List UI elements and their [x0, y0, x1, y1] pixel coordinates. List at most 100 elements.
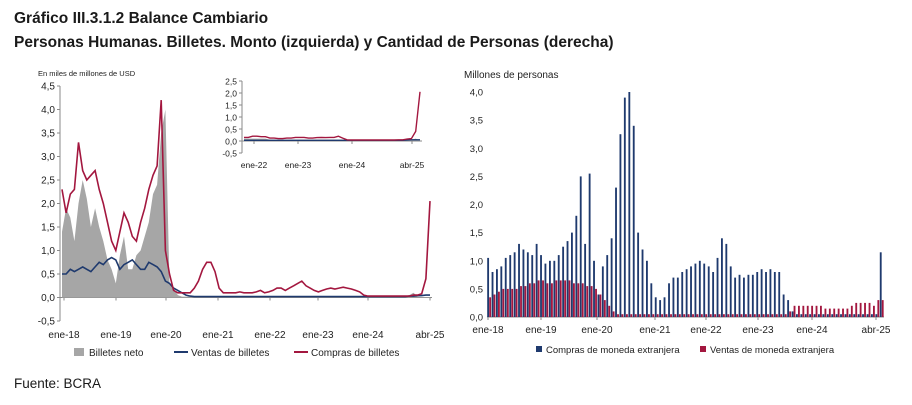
left-x-tick-label: ene-21	[202, 330, 234, 341]
right-y-tick-label: 3,0	[470, 144, 483, 155]
bar-compras	[809, 314, 812, 317]
left-x-tick-label: ene-20	[150, 330, 182, 341]
left-y-tick-label: 3,0	[41, 152, 55, 163]
bar-ventas	[740, 314, 743, 317]
bar-compras	[566, 241, 569, 317]
bar-compras	[721, 238, 723, 318]
bar-ventas	[608, 305, 611, 318]
bar-compras	[729, 266, 732, 317]
chart-title: Gráfico III.3.1.2 Balance Cambiario	[14, 10, 269, 27]
bar-ventas	[683, 314, 686, 317]
legend-label: Compras de billetes	[311, 348, 399, 359]
right-x-tick-label: ene-24	[796, 325, 828, 336]
left-series-line	[61, 100, 431, 297]
legend-label: Ventas de moneda extranjera	[710, 345, 835, 356]
bar-ventas	[859, 302, 862, 317]
bar-compras	[637, 232, 640, 317]
bar-ventas	[581, 283, 584, 318]
right-y-axis-title: Millones de personas	[464, 70, 559, 81]
left-y-tick-label: 0,0	[41, 293, 55, 304]
bar-ventas	[612, 311, 615, 317]
bar-ventas	[798, 305, 800, 318]
legend-label: Ventas de billetes	[191, 348, 269, 359]
left-y-tick-label: 2,5	[41, 176, 55, 187]
legend-label: Billetes neto	[89, 348, 144, 359]
bar-compras	[535, 243, 538, 317]
bar-compras	[628, 92, 631, 317]
bar-compras	[654, 297, 657, 317]
bar-compras	[871, 314, 873, 317]
bar-compras	[623, 97, 626, 317]
bar-ventas	[520, 286, 522, 317]
inset-y-tick-label: 2,5	[225, 77, 237, 87]
right-y-tick-label: 0,5	[470, 284, 483, 295]
bar-compras	[601, 266, 604, 317]
bar-compras	[500, 266, 503, 317]
inset-y-tick-label: -0,5	[222, 149, 237, 159]
bar-ventas	[542, 280, 544, 317]
bar-ventas	[877, 300, 880, 317]
bar-compras	[615, 187, 617, 317]
bar-ventas	[524, 286, 527, 317]
left-x-tick-label: ene-19	[100, 330, 132, 341]
left-y-axis-title: En miles de millones de USD	[38, 69, 136, 78]
bar-compras	[549, 260, 551, 318]
bar-ventas	[784, 314, 787, 317]
bar-ventas	[674, 314, 677, 317]
bar-compras	[866, 314, 869, 317]
bar-ventas	[837, 308, 840, 317]
chart-subtitle: Personas Humanas. Billetes. Monto (izqui…	[14, 34, 614, 51]
bar-compras	[862, 314, 864, 317]
bar-compras	[544, 263, 547, 317]
bar-ventas	[634, 314, 637, 317]
left-y-tick-label: 4,5	[41, 82, 55, 93]
bar-compras	[694, 263, 697, 317]
bar-compras	[716, 257, 719, 317]
bar-ventas	[515, 288, 518, 317]
bar-compras	[804, 314, 807, 317]
right-x-tick-label: ene-23	[742, 325, 774, 336]
bar-ventas	[603, 300, 606, 317]
bar-compras	[831, 314, 834, 317]
bar-compras	[822, 314, 825, 317]
bar-compras	[738, 274, 741, 317]
bar-ventas	[700, 314, 703, 317]
bar-ventas	[639, 314, 642, 317]
right-y-tick-label: 0,0	[470, 313, 483, 324]
bar-compras	[610, 238, 613, 318]
bar-compras	[813, 314, 816, 317]
bar-compras	[848, 314, 851, 317]
bar-ventas	[842, 308, 844, 317]
bar-ventas	[714, 314, 717, 317]
bar-ventas	[599, 294, 602, 317]
bar-compras	[756, 272, 759, 317]
bar-ventas	[577, 283, 580, 318]
bar-compras	[650, 283, 653, 318]
bar-ventas	[762, 314, 765, 317]
bar-compras	[853, 314, 856, 317]
bar-ventas	[833, 308, 836, 317]
bar-compras	[597, 294, 600, 317]
bar-ventas	[745, 314, 747, 317]
bar-ventas	[551, 283, 553, 318]
legend-swatch-bar	[536, 346, 542, 352]
right-y-tick-label: 1,0	[470, 256, 483, 267]
bar-ventas	[511, 288, 514, 317]
bar-ventas	[727, 314, 730, 317]
right-x-tick-label: ene-18	[472, 325, 504, 336]
right-y-tick-label: 2,0	[470, 200, 483, 211]
bar-ventas	[780, 314, 783, 317]
bar-ventas	[696, 314, 699, 317]
right-x-tick-label: abr-25	[862, 325, 891, 336]
bar-ventas	[502, 288, 505, 317]
left-y-tick-label: 4,0	[41, 105, 55, 116]
bar-ventas	[811, 305, 814, 318]
bar-ventas	[692, 314, 694, 317]
bar-ventas	[881, 300, 884, 317]
left-x-tick-label: abr-25	[416, 330, 445, 341]
bar-ventas	[846, 308, 849, 317]
bar-compras	[826, 314, 829, 317]
inset-y-tick-label: 0,5	[225, 125, 237, 135]
bar-ventas	[820, 305, 822, 318]
bar-compras	[791, 311, 794, 317]
